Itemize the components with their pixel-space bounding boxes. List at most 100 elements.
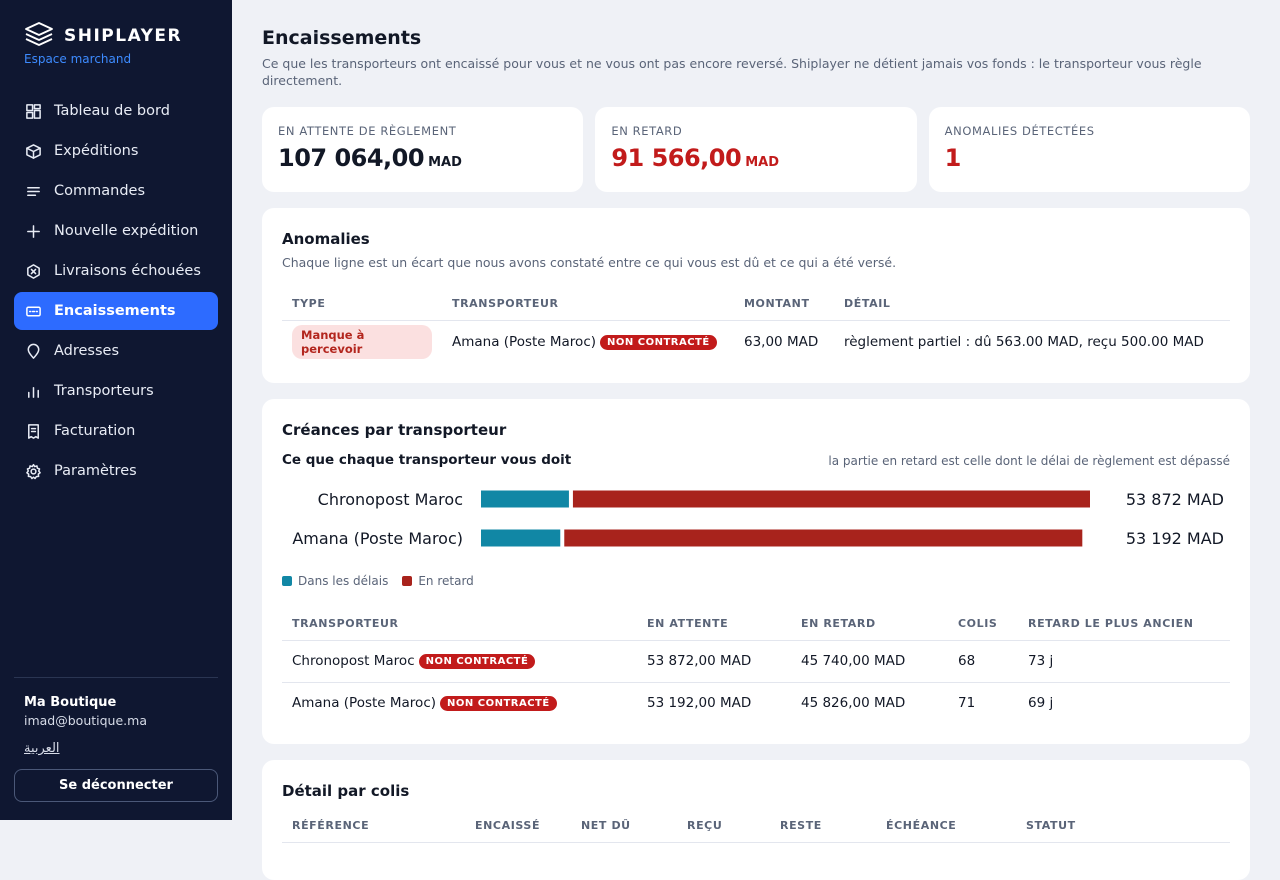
column-header: RÉFÉRENCE <box>282 810 465 843</box>
category-label: Amana (Poste Maroc) <box>292 529 463 548</box>
language-switch-link[interactable]: العربية <box>24 741 60 756</box>
nav-item-dashboard[interactable]: Tableau de bord <box>14 92 218 130</box>
nav-label: Facturation <box>54 423 136 439</box>
column-header: EN RETARD <box>791 608 948 641</box>
nav-label: Transporteurs <box>54 383 154 399</box>
nav-label: Tableau de bord <box>54 103 170 119</box>
late-cell: 45 826,00 MAD <box>801 695 906 712</box>
carrier-balance-table: TRANSPORTEUR EN ATTENTE EN RETARD COLIS … <box>282 608 1230 724</box>
table-row[interactable]: Amana (Poste Maroc) NON CONTRACTÉ 53 192,… <box>282 682 1230 724</box>
table-header-row: RÉFÉRENCE ENCAISSÉ NET DÛ REÇU RESTE ÉCH… <box>282 810 1230 843</box>
page-subtitle: Ce que les transporteurs ont encaissé po… <box>262 56 1202 88</box>
nav-item-commandes[interactable]: Commandes <box>14 172 218 210</box>
shop-email: imad@boutique.ma <box>24 713 147 728</box>
legend-swatch <box>402 576 413 586</box>
nav-item-nouvelle-expedition[interactable]: Nouvelle expédition <box>14 212 218 250</box>
table-row[interactable]: Chronopost Maroc NON CONTRACTÉ 53 872,00 … <box>282 640 1230 683</box>
stat-label: ANOMALIES DÉTECTÉES <box>944 124 1095 138</box>
nav-label: Nouvelle expédition <box>54 223 199 239</box>
sidebar: SHIPLAYER Espace marchand Tableau de bor… <box>0 0 232 820</box>
stat-amount: 1 <box>944 144 962 172</box>
table-header-row: TRANSPORTEUR EN ATTENTE EN RETARD COLIS … <box>282 608 1230 641</box>
carrier-name: Chronopost Maroc <box>292 653 415 669</box>
list-icon <box>25 183 42 200</box>
anomalies-table: TYPE TRANSPORTEUR MONTANT DÉTAIL Manque … <box>282 288 1230 364</box>
invoice-icon <box>25 423 42 440</box>
stat-label: EN ATTENTE DE RÈGLEMENT <box>278 124 457 138</box>
stat-card-anomalies: ANOMALIES DÉTECTÉES 1 <box>928 107 1250 192</box>
nav-item-parametres[interactable]: Paramètres <box>14 452 218 490</box>
pending-cell: 53 872,00 MAD <box>637 640 791 683</box>
stat-value: 91 566,00 MAD <box>611 144 900 172</box>
parcel-detail-card: Détail par colis RÉFÉRENCE ENCAISSÉ NET … <box>262 760 1250 880</box>
column-header: RESTE <box>770 810 876 843</box>
nav-item-facturation[interactable]: Facturation <box>14 412 218 450</box>
dashboard-icon <box>25 103 42 120</box>
oldest-delay-cell: 73 j <box>1018 640 1230 683</box>
stat-card-pending: EN ATTENTE DE RÈGLEMENT 107 064,00 MAD <box>262 107 584 192</box>
carrier-cell: Amana (Poste Maroc) NON CONTRACTÉ <box>282 682 637 724</box>
non-contracted-badge: NON CONTRACTÉ <box>600 335 717 351</box>
column-header: COLIS <box>948 608 1018 641</box>
column-header: MONTANT <box>734 288 834 321</box>
card-title: Anomalies <box>282 230 370 248</box>
chart-legend: Dans les délais En retard <box>282 574 474 588</box>
stat-card-late: EN RETARD 91 566,00 MAD <box>595 107 917 192</box>
stat-value: 1 <box>945 144 1234 172</box>
logout-button[interactable]: Se déconnecter <box>14 769 218 802</box>
nav-item-livraisons-echouees[interactable]: Livraisons échouées <box>14 252 218 290</box>
stats-row: EN ATTENTE DE RÈGLEMENT 107 064,00 MAD EN… <box>262 107 1250 192</box>
stat-unit: MAD <box>745 155 779 170</box>
legend-label: Dans les délais <box>298 574 389 588</box>
column-header: TYPE <box>282 288 442 321</box>
anomalies-card: Anomalies Chaque ligne est un écart que … <box>262 208 1250 383</box>
shop-name: Ma Boutique <box>24 695 117 710</box>
column-header: RETARD LE PLUS ANCIEN <box>1018 608 1230 641</box>
column-header: NET DÛ <box>571 810 677 843</box>
carrier-name: Amana (Poste Maroc) <box>292 695 437 712</box>
bar-on-time[interactable] <box>481 529 561 547</box>
creances-card: Créances par transporteur Ce que chaque … <box>262 399 1250 744</box>
anomaly-type-badge: Manque à percevoir <box>292 325 432 360</box>
stat-unit: MAD <box>428 155 462 170</box>
failed-icon <box>25 263 42 280</box>
column-header: TRANSPORTEUR <box>282 608 637 641</box>
late-cell: 45 740,00 MAD <box>791 640 948 683</box>
category-label: Chronopost Maroc <box>318 490 463 509</box>
table-header-row: TYPE TRANSPORTEUR MONTANT DÉTAIL <box>282 288 1230 321</box>
oldest-delay-cell: 69 j <box>1028 695 1054 712</box>
non-contracted-badge: NON CONTRACTÉ <box>418 654 536 669</box>
table-row: Manque à percevoir Amana (Poste Maroc) NO… <box>282 320 1230 364</box>
bar-late[interactable] <box>564 529 1083 547</box>
bar-late[interactable] <box>572 490 1090 508</box>
card-subtitle: Chaque ligne est un écart que nous avons… <box>282 255 897 270</box>
bar-on-time[interactable] <box>481 490 569 508</box>
legend-item-on-time: Dans les délais <box>282 574 388 588</box>
parcel-detail-table: RÉFÉRENCE ENCAISSÉ NET DÛ REÇU RESTE ÉCH… <box>282 810 1230 843</box>
amount-cell: 63,00 MAD <box>744 334 819 351</box>
nav-label: Expéditions <box>54 143 139 159</box>
pending-cell: 53 192,00 MAD <box>647 695 752 712</box>
main-nav: Tableau de bord Expéditions Commandes No… <box>14 92 218 492</box>
page-title: Encaissements <box>262 27 422 49</box>
detail-cell: règlement partiel : dû 563.00 MAD, reçu … <box>844 334 1204 351</box>
nav-label: Encaissements <box>54 303 176 319</box>
bar-total-label: 53 872 MAD <box>1126 490 1224 509</box>
stat-amount: 91 566,00 <box>611 144 742 172</box>
brand-logo[interactable]: SHIPLAYER <box>24 21 182 51</box>
nav-item-encaissements[interactable]: Encaissements <box>14 292 218 330</box>
anomaly-type-cell: Manque à percevoir <box>282 320 442 364</box>
nav-item-transporteurs[interactable]: Transporteurs <box>14 372 218 410</box>
stat-label: EN RETARD <box>611 124 683 138</box>
carrier-name: Amana (Poste Maroc) <box>452 334 597 351</box>
bar-chart-icon <box>25 383 42 400</box>
card-title: Créances par transporteur <box>282 421 507 439</box>
column-header: EN ATTENTE <box>637 608 791 641</box>
nav-item-adresses[interactable]: Adresses <box>14 332 218 370</box>
nav-item-expeditions[interactable]: Expéditions <box>14 132 218 170</box>
nav-label: Livraisons échouées <box>54 263 201 279</box>
parcels-cell: 68 <box>948 640 1018 683</box>
nav-label: Commandes <box>54 183 146 199</box>
parcels-cell: 71 <box>958 695 976 712</box>
column-header: STATUT <box>1016 810 1230 843</box>
